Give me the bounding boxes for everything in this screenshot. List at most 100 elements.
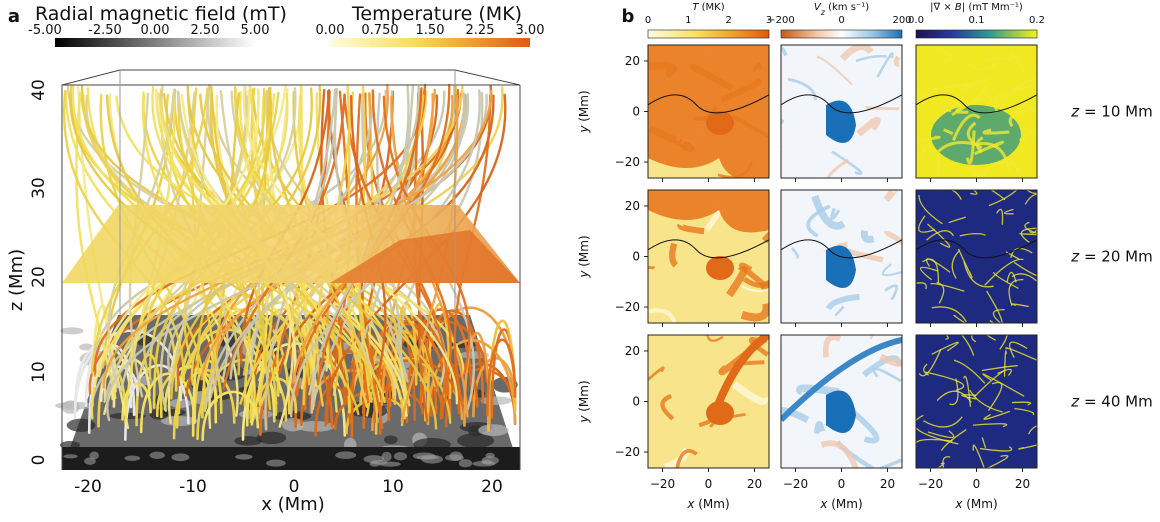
slab-texture	[421, 454, 444, 464]
x-axis-label-part: x	[954, 497, 963, 511]
map-texture	[881, 263, 902, 277]
slab-texture	[393, 452, 408, 461]
map-texture	[855, 55, 887, 63]
map-blob	[706, 401, 734, 425]
colorbar-tick: 0.2	[1029, 15, 1045, 26]
map-texture	[931, 306, 967, 323]
colorbar-tick: 3.00	[516, 23, 545, 38]
colorbar	[780, 29, 903, 39]
map-texture	[677, 222, 705, 235]
colorbar-title: Vz (km s⁻¹)	[814, 2, 869, 17]
slab-texture	[458, 459, 473, 468]
y-tick-label: −20	[615, 155, 640, 169]
map-texture	[972, 444, 985, 468]
colorbar	[55, 38, 255, 47]
row-label: z = 40 Mm	[1070, 393, 1152, 411]
plane-hot	[330, 230, 520, 283]
x-tick-label: 20	[747, 477, 762, 491]
map-texture	[949, 378, 959, 406]
map-texture	[951, 249, 961, 279]
map-texture	[924, 45, 953, 63]
map-texture	[971, 171, 990, 178]
map-texture	[936, 462, 945, 468]
map-texture	[990, 190, 1006, 201]
map-texture	[950, 190, 962, 200]
map-texture	[806, 204, 831, 238]
y-axis-label: y (Mm)	[577, 235, 591, 278]
map-texture	[860, 229, 875, 244]
map-texture	[883, 190, 899, 203]
map-texture	[1014, 407, 1035, 416]
map-panel	[781, 335, 902, 468]
map-texture	[976, 142, 1012, 173]
map-texture	[1005, 251, 1020, 260]
map-texture	[963, 261, 994, 288]
colorbar-tick: −200	[767, 15, 794, 26]
map-texture	[986, 455, 1009, 468]
map-texture	[957, 248, 973, 279]
map-texture	[781, 45, 788, 57]
y-tick-label: 20	[625, 344, 640, 358]
map-texture	[979, 446, 1013, 452]
map-texture	[923, 363, 929, 376]
map-texture	[1008, 279, 1024, 306]
row-label-part: z	[1070, 393, 1080, 411]
map-texture	[787, 77, 818, 101]
colorbar-title: Temperature (MK)	[351, 3, 522, 25]
x-axis-label: x (Mm)	[819, 497, 862, 511]
map-texture	[931, 108, 952, 124]
map-texture	[983, 410, 1011, 420]
map-panel	[781, 45, 902, 178]
colorbar-tick: 3	[766, 15, 772, 26]
slab-texture	[335, 451, 357, 459]
map-texture	[675, 449, 698, 468]
y-tick-label: 20	[625, 54, 640, 68]
z-axis-label: z (Mm)	[6, 249, 27, 311]
map-blue	[781, 337, 902, 422]
map-bg	[916, 335, 1037, 468]
map-texture	[884, 284, 899, 301]
colorbar	[915, 29, 1038, 39]
map-texture	[965, 57, 1004, 71]
map-texture	[916, 135, 941, 143]
map-texture	[986, 290, 1003, 323]
map-texture	[961, 394, 977, 400]
map-texture	[879, 353, 902, 367]
map-texture	[726, 265, 748, 298]
map-texture	[916, 146, 928, 160]
map-texture	[969, 389, 1003, 413]
colorbar-title-part: (MK)	[698, 2, 724, 13]
map-blue	[826, 245, 856, 288]
map-texture	[916, 282, 927, 290]
y-tick-label: 20	[625, 199, 640, 213]
map-texture	[984, 258, 1024, 286]
map-texture	[883, 231, 902, 246]
map-texture	[916, 74, 923, 81]
y-axis-label-part: y	[577, 125, 591, 134]
map-panel	[916, 190, 1037, 323]
map-texture	[927, 430, 955, 439]
x-tick-label: -20	[74, 477, 102, 497]
floor-texture	[256, 431, 287, 445]
field-line	[486, 338, 517, 417]
colorbar-tick: 0.00	[316, 23, 345, 38]
colorbar-title: |∇ × B| (mT Mm⁻¹)	[930, 2, 1023, 13]
map-texture	[997, 368, 1012, 376]
map-texture	[981, 364, 1018, 372]
floor-texture	[60, 327, 84, 335]
floor-texture	[66, 418, 96, 432]
map-panel	[916, 45, 1037, 178]
colorbar-tick: 0	[838, 15, 844, 26]
slab-texture	[379, 461, 401, 467]
map-texture	[992, 271, 1019, 290]
map-texture	[951, 84, 988, 117]
map-texture	[706, 335, 724, 342]
map-texture	[961, 335, 975, 356]
field-line	[245, 368, 276, 427]
panel-label: a	[8, 6, 20, 27]
colorbar-tick: -2.50	[88, 23, 122, 38]
map-texture	[931, 82, 975, 92]
map-panel	[648, 190, 769, 323]
map-contour	[916, 239, 1037, 259]
map-texture	[830, 207, 841, 221]
